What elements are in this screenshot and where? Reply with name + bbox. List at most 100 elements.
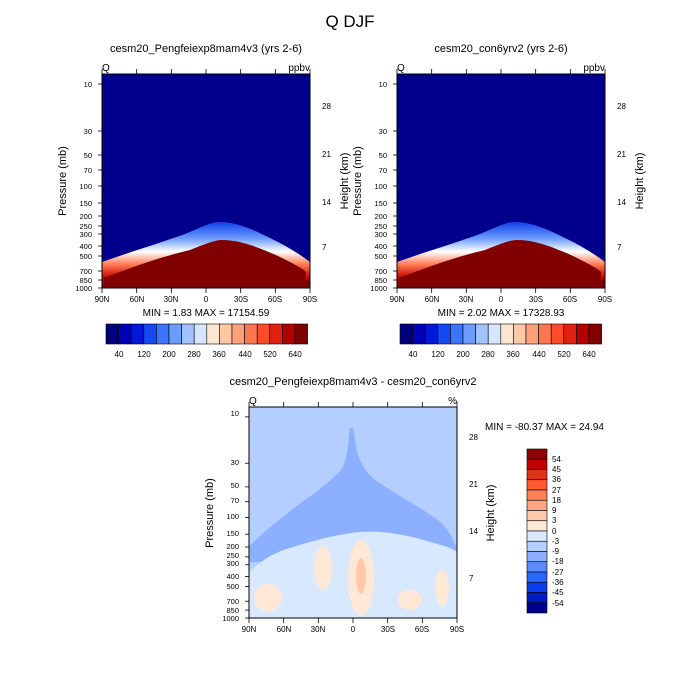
panel-3-y-tick: 300 (226, 559, 239, 568)
panel-3-y-tick: 400 (226, 572, 239, 581)
panel-3-positive-region (398, 590, 422, 610)
panel-3-y-tick: 500 (226, 582, 239, 591)
panel-1-ylabel: Pressure (mb) (57, 146, 69, 216)
panel-2-ylabel-right: Height (km) (634, 153, 646, 210)
panel-1-y-tick: 70 (84, 166, 92, 175)
panel-1-y-tick: 400 (79, 242, 92, 251)
panel-3-height-tick: 7 (469, 574, 474, 583)
panel-1-colorbar-label: 640 (288, 350, 302, 359)
panel-3-colorbar-label: -18 (552, 557, 564, 566)
colorbar-box (450, 323, 464, 345)
colorbar-box (526, 551, 548, 563)
panel-2-stats: MIN = 2.02 MAX = 17328.93 (438, 308, 565, 319)
panel-3-colorbar-label: 54 (552, 455, 561, 464)
panel-3-y-tick: 50 (231, 481, 239, 490)
panel-3-height-tick: 28 (469, 433, 478, 442)
colorbar-box (526, 540, 548, 552)
panel-2: cesm20_con6yrv2 (yrs 2-6) Q ppbv 90N 60N… (352, 43, 646, 359)
panel-1-x-ticks: 90N 60N 30N 0 30S 60S 90S (95, 295, 317, 304)
panel-1-x-tick: 30S (234, 295, 248, 304)
panel-1-x-tick: 60S (268, 295, 282, 304)
panel-1-y-ticks-right: 28 21 14 7 (322, 102, 331, 252)
colorbar-box (576, 323, 590, 345)
colorbar-box (475, 323, 489, 345)
panel-3-colorbar-label: -27 (552, 568, 564, 577)
panel-3-positive-core (356, 558, 366, 594)
panel-1-left-label: Q (102, 63, 110, 74)
panel-3-x-tick: 30S (381, 625, 395, 634)
panel-1-colorbar-boxes (105, 323, 308, 345)
panel-1-x-tick: 0 (204, 295, 209, 304)
panel-1-colorbar-label: 40 (115, 350, 124, 359)
panel-2-x-tick: 30N (459, 295, 474, 304)
panel-2-y-tick: 30 (379, 127, 387, 136)
colorbar-box (256, 323, 271, 345)
panel-3-x-tick: 30N (311, 625, 326, 634)
panel-2-height-tick: 7 (617, 243, 622, 252)
colorbar-box (526, 571, 548, 583)
panel-1-y-ticks: 10 30 50 70 100 150 200 250 300 400 500 … (75, 80, 92, 293)
panel-1-boundary-layer (104, 240, 310, 288)
panel-2-y-tick: 70 (379, 166, 387, 175)
panel-2-colorbar-label: 120 (431, 350, 445, 359)
panel-2-y-tick: 700 (374, 267, 387, 276)
colorbar-box (526, 561, 548, 573)
panel-3-colorbar-boxes (526, 448, 548, 614)
panel-3-colorbar-label: 45 (552, 465, 561, 474)
panel-2-y-tick: 500 (374, 252, 387, 261)
panel-3-colorbar-label: -9 (552, 547, 560, 556)
panel-3-y-ticks: 10 30 50 70 100 150 200 250 300 400 500 … (222, 409, 239, 623)
panel-2-colorbar-label: 280 (481, 350, 495, 359)
colorbar-box (130, 323, 145, 345)
panel-2-y-tick: 400 (374, 242, 387, 251)
panel-3-stratospheric-negative (249, 428, 457, 562)
colorbar-box (526, 458, 548, 470)
colorbar-box (105, 323, 119, 345)
panel-2-colorbar-label: 520 (557, 350, 571, 359)
panel-3-colorbar-label: -36 (552, 578, 564, 587)
colorbar-box (526, 469, 548, 481)
axis-tick-marks (98, 69, 311, 293)
panel-2-y-tick: 850 (374, 276, 387, 285)
panel-2-height-tick: 28 (617, 102, 626, 111)
panel-1-colorbar-label: 120 (137, 350, 151, 359)
panel-1: cesm20_Pengfeiexp8mam4v3 (yrs 2-6) Q ppb… (57, 43, 351, 359)
colorbar-box (588, 323, 602, 345)
panel-2-x-tick: 90N (390, 295, 405, 304)
panel-2-x-tick: 0 (499, 295, 504, 304)
panel-2-height-tick: 14 (617, 198, 626, 207)
panel-2-plot (396, 73, 606, 289)
colorbar-box (526, 602, 548, 614)
panel-1-height-tick: 28 (322, 102, 331, 111)
colorbar-box (269, 323, 283, 345)
colorbar-box (156, 323, 170, 345)
panel-2-y-ticks: 10 30 50 70 100 150 200 250 300 400 500 … (370, 80, 387, 293)
colorbar-box (526, 581, 548, 593)
panel-1-y-tick: 30 (84, 127, 92, 136)
panel-3-plot (248, 406, 458, 619)
colorbar-box (412, 323, 426, 345)
colorbar-box (231, 323, 245, 345)
panel-2-y-ticks-right: 28 21 14 7 (617, 102, 626, 252)
panel-2-ylabel: Pressure (mb) (352, 146, 364, 216)
panel-1-y-tick: 250 (79, 222, 92, 231)
panel-3-title: cesm20_Pengfeiexp8mam4v3 - cesm20_con6yr… (229, 376, 476, 388)
panel-1-colorbar-label: 360 (212, 350, 226, 359)
panel-2-y-tick: 300 (374, 230, 387, 239)
panel-2-y-tick: 10 (379, 80, 387, 89)
panel-2-y-tick: 1000 (370, 284, 387, 293)
panel-1-x-tick: 30N (164, 295, 179, 304)
panel-3-positive-region (254, 584, 282, 612)
panel-1-height-tick: 21 (322, 150, 331, 159)
colorbar-box (513, 323, 527, 345)
colorbar-box (526, 510, 548, 522)
panel-2-left-label: Q (397, 63, 405, 74)
panel-1-colorbar-label: 440 (238, 350, 252, 359)
panel-1-plot (101, 73, 311, 289)
colorbar-box (181, 323, 195, 345)
panel-1-right-label: ppbv (288, 63, 310, 74)
panel-2-colorbar-label: 640 (582, 350, 596, 359)
panel-1-y-tick: 500 (79, 252, 92, 261)
panel-2-colorbar-label: 360 (506, 350, 520, 359)
panel-3-x-tick: 60S (415, 625, 429, 634)
